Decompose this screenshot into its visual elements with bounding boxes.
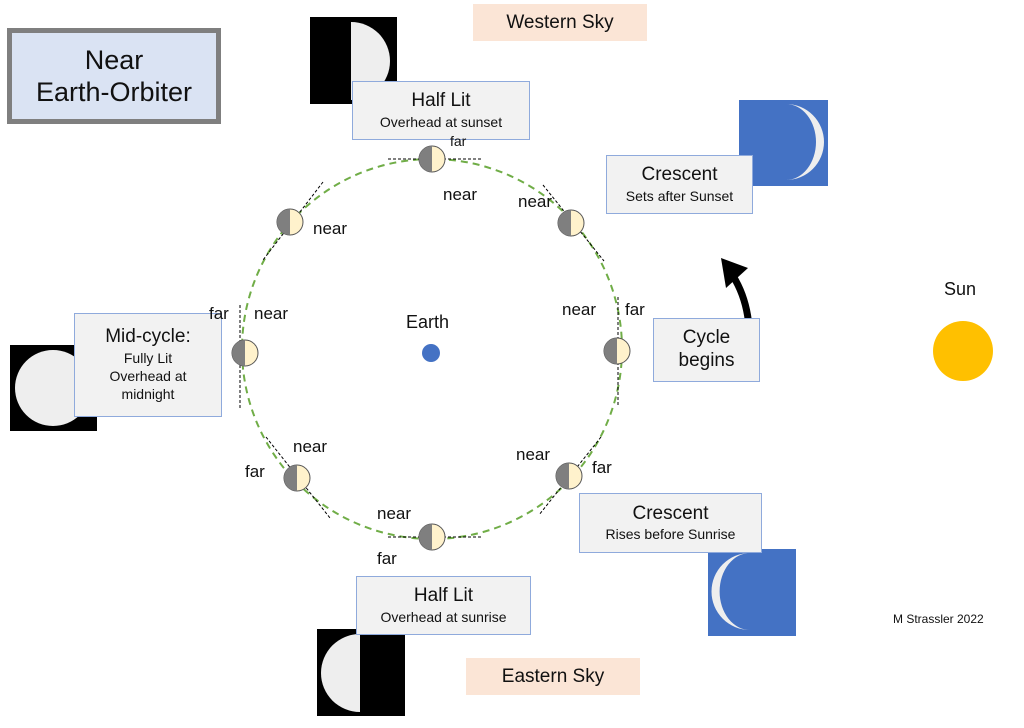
near-label-left: near	[254, 304, 289, 323]
phase-desc-1: Fully Lit	[123, 350, 173, 367]
phase-name: Crescent	[641, 164, 718, 185]
orbit-moon-upleft	[262, 181, 324, 261]
phase-box-half-sunset: Half Lit Overhead at sunset	[352, 81, 530, 140]
phase-desc: Rises before Sunrise	[605, 526, 736, 543]
near-label-right: near	[562, 300, 597, 319]
sun-label: Sun	[944, 279, 977, 299]
western-sky-label: Western Sky	[473, 4, 647, 41]
far-label-lowright: far	[592, 458, 612, 477]
earth-label: Earth	[406, 312, 450, 332]
cycle-begins-line-1: Cycle	[682, 327, 731, 349]
phase-name: Half Lit	[413, 585, 474, 606]
phase-box-half-sunrise: Half Lit Overhead at sunrise	[356, 576, 531, 635]
phase-box-full: Mid-cycle: Fully Lit Overhead at midnigh…	[74, 313, 222, 417]
phase-box-crescent-sunset: Crescent Sets after Sunset	[606, 155, 753, 214]
orbit-moon-lowleft	[265, 436, 331, 519]
phase-name: Half Lit	[411, 90, 471, 111]
earth-dot	[422, 344, 440, 362]
credit-text: M Strassler 2022	[893, 612, 984, 626]
far-label-left: far	[209, 304, 229, 323]
phase-desc-2: Overhead at	[109, 368, 187, 385]
phase-desc: Sets after Sunset	[625, 187, 734, 204]
sun-disc	[933, 321, 993, 381]
phase-desc-3: midnight	[121, 386, 175, 403]
orbit-moon-upright	[542, 184, 605, 262]
orbit-moon-left	[231, 305, 259, 410]
near-label-top: near	[443, 185, 478, 204]
near-label-upright: near	[518, 192, 553, 211]
near-label-upleft: near	[313, 219, 348, 238]
far-label-right: far	[625, 300, 645, 319]
title-line-1: Near	[84, 44, 144, 75]
eastern-sky-label: Eastern Sky	[466, 658, 640, 695]
near-label-lowright: near	[516, 445, 551, 464]
orbit-moon-bottom	[388, 523, 482, 551]
phase-desc: Overhead at sunset	[379, 113, 503, 130]
cycle-arrow-head	[721, 258, 748, 288]
orbit-moon-lowright	[538, 436, 602, 516]
cycle-begins-box: Cycle begins	[653, 318, 760, 382]
phase-box-crescent-sunrise: Crescent Rises before Sunrise	[579, 493, 762, 553]
far-label-lowleft: far	[245, 462, 265, 481]
near-label-lowleft: near	[293, 437, 328, 456]
orbit-moon-right	[603, 297, 631, 405]
cycle-begins-line-2: begins	[678, 350, 735, 371]
far-label-top: far	[450, 133, 467, 149]
moon-image-crescent-sunset	[739, 100, 828, 186]
moon-image-crescent-sunrise	[708, 549, 796, 636]
phase-name: Crescent	[632, 502, 709, 524]
title-line-2: Earth-Orbiter	[35, 77, 193, 107]
phase-desc: Overhead at sunrise	[380, 608, 507, 625]
phase-name: Mid-cycle:	[105, 326, 191, 348]
far-label-bottom: far	[377, 549, 397, 568]
orbit-moon-top	[388, 145, 482, 173]
moon-image-half-sunrise	[317, 629, 405, 716]
title-box: Near Earth-Orbiter	[7, 28, 221, 124]
near-label-bottom: near	[377, 504, 412, 523]
